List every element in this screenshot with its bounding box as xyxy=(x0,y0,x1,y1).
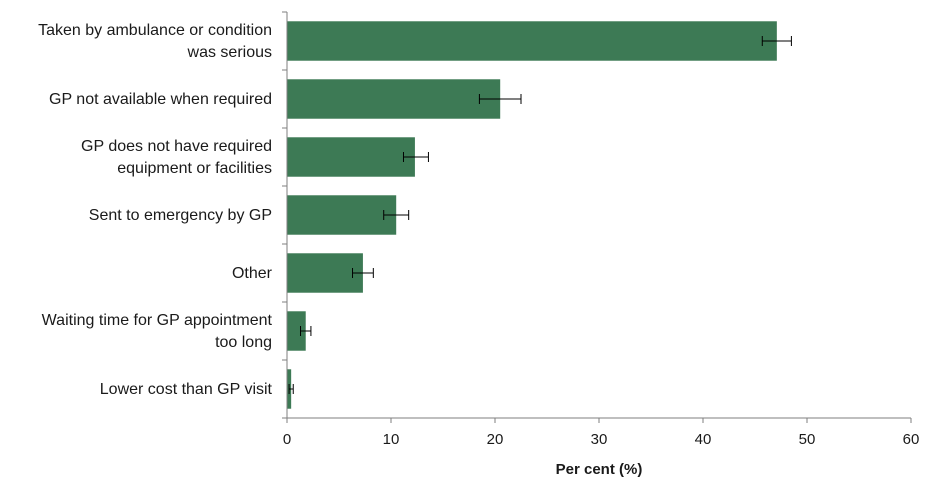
x-tick-label-1: 10 xyxy=(383,431,400,448)
x-tick-label-2: 20 xyxy=(487,431,504,448)
bar-0 xyxy=(287,21,777,61)
x-ticks-group: 0 10 20 30 40 50 60 xyxy=(283,418,920,448)
error-bar-0 xyxy=(761,36,792,46)
error-bars-group xyxy=(288,36,792,394)
error-bar-3 xyxy=(383,210,410,220)
bar-5 xyxy=(287,311,306,351)
x-axis-title: Per cent (%) xyxy=(556,461,643,478)
error-bar-2 xyxy=(402,152,429,162)
error-bar-6 xyxy=(288,384,294,394)
bar-1 xyxy=(287,79,501,119)
category-labels-group: Taken by ambulance or condition was serio… xyxy=(38,11,287,419)
x-tick-label-6: 60 xyxy=(903,431,920,448)
category-label-3: Sent to emergency by GP xyxy=(89,207,272,224)
category-label-4: Other xyxy=(232,265,273,282)
category-label-1: GP not available when required xyxy=(49,91,272,108)
bar-2 xyxy=(287,137,415,177)
error-bar-1 xyxy=(478,94,522,104)
category-label-6: Lower cost than GP visit xyxy=(100,381,273,398)
category-label-0: Taken by ambulance or condition was serio… xyxy=(38,22,272,61)
bar-4 xyxy=(287,253,363,293)
x-tick-label-0: 0 xyxy=(283,431,291,448)
x-tick-label-4: 40 xyxy=(695,431,712,448)
category-label-5: Waiting time for GP appointment too long xyxy=(42,312,273,351)
error-bar-4 xyxy=(352,268,374,278)
error-bar-5 xyxy=(300,326,312,336)
category-label-2: GP does not have required equipment or fa… xyxy=(81,138,272,177)
x-tick-label-5: 50 xyxy=(799,431,816,448)
x-tick-label-3: 30 xyxy=(591,431,608,448)
bar-3 xyxy=(287,195,397,235)
bars-group xyxy=(287,21,777,409)
